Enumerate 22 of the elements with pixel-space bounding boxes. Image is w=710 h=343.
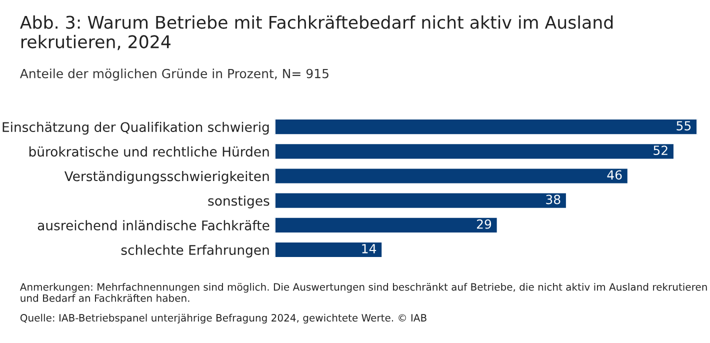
data-label: 14 [362, 244, 376, 254]
chart-title: Abb. 3: Warum Betriebe mit Fachkräftebedarf nicht aktiv im Ausland rekrutieren, 2024 [20, 15, 613, 50]
bar [274, 192, 568, 210]
source-note: Quelle: IAB-Betriebspanel unterjährige Befragung 2024, gewichtete Werte. © IAB [20, 314, 426, 324]
data-label: 29 [476, 219, 492, 229]
bar [274, 118, 698, 136]
y-tick-label: ausreichend inländische Fachkräfte [38, 220, 270, 230]
text: Anmerkungen: Mehrfachnennungen sind möglich. Die Auswertungen sind beschränkt auf Betriebe, die nicht aktiv im Ausland rekrutieren und Bedarf an Fachkräften haben. [20, 282, 707, 302]
bar [274, 241, 383, 258]
y-tick-label: sonstiges [208, 196, 270, 208]
y-tick-label: Verständigungsschwierigkeiten [64, 171, 269, 184]
data-label: 55 [676, 121, 691, 130]
bar [274, 216, 498, 234]
y-tick-label: Einschätzung der Qualifikation schwierig [2, 122, 269, 135]
bar [274, 142, 675, 160]
data-label: 38 [546, 194, 560, 204]
text: Anteile der möglichen Gründe in Prozent, N= 915 [20, 68, 328, 81]
bar [274, 167, 629, 185]
y-tick-label: schlechte Erfahrungen [121, 244, 269, 258]
y-tick-label: bürokratische und rechtliche Hürden [29, 146, 269, 157]
data-label: 52 [654, 146, 668, 156]
data-label: 46 [607, 170, 622, 180]
